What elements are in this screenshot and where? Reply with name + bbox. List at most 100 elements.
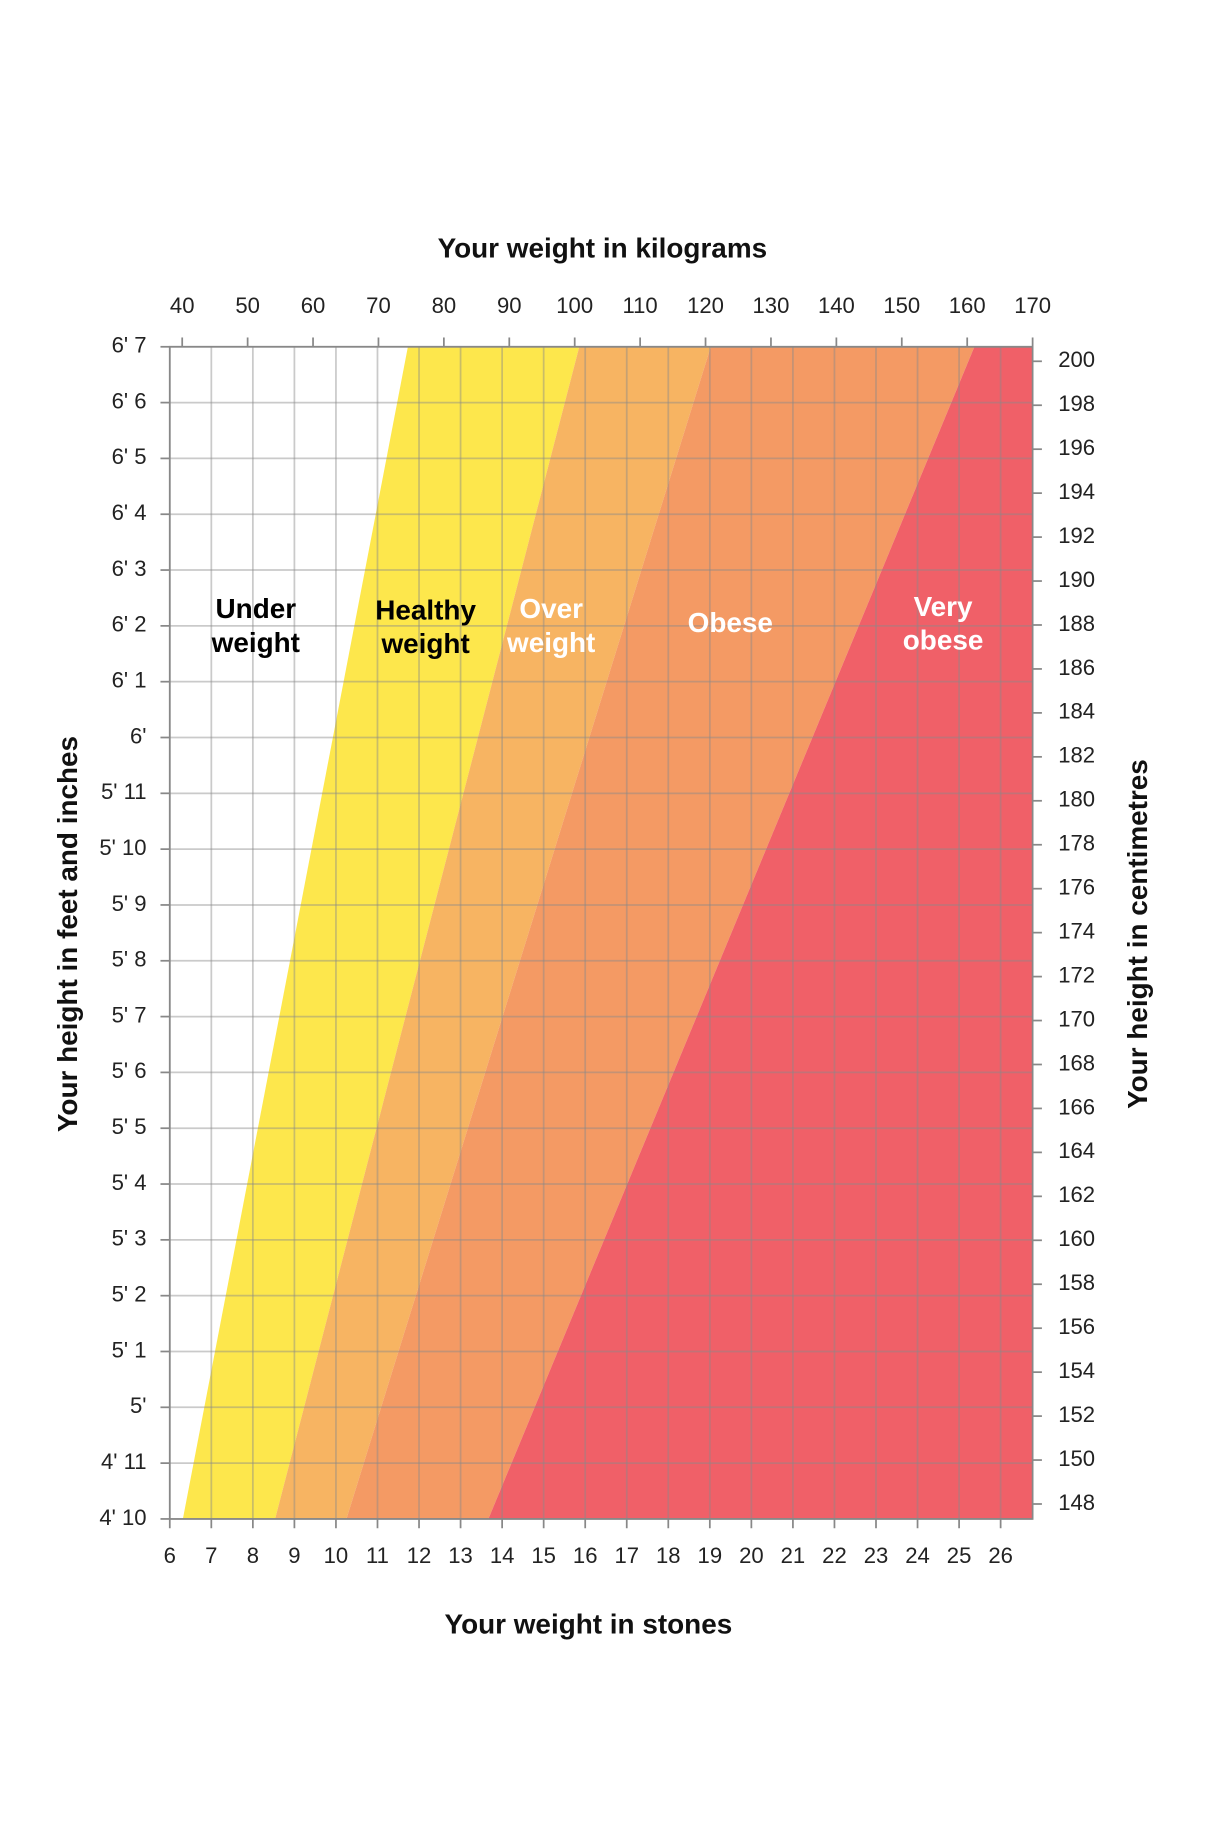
x-tick-label: 17 (614, 1543, 639, 1568)
y2-tick-label: 174 (1058, 918, 1095, 943)
y2-tick-label: 200 (1058, 347, 1095, 372)
x-tick-label: 18 (656, 1543, 681, 1568)
x2-tick-label: 130 (753, 293, 790, 318)
x-tick-label: 15 (531, 1543, 556, 1568)
zone-label: Healthy (375, 594, 476, 625)
y-tick-label: 6' 4 (112, 500, 147, 525)
y-tick-label: 4' 10 (99, 1505, 146, 1530)
y2-tick-label: 182 (1058, 743, 1095, 768)
y2-tick-label: 166 (1058, 1094, 1095, 1119)
y2-tick-label: 160 (1058, 1226, 1095, 1251)
y-tick-label: 6' 2 (112, 612, 147, 637)
x2-title: Your weight in kilograms (438, 233, 768, 264)
y2-tick-label: 164 (1058, 1138, 1095, 1163)
x-tick-label: 26 (988, 1543, 1013, 1568)
y2-tick-label: 186 (1058, 655, 1095, 680)
zone-label: Under (216, 593, 297, 624)
x-tick-label: 22 (822, 1543, 847, 1568)
zone-label: weight (380, 628, 469, 659)
y-tick-label: 6' 3 (112, 556, 147, 581)
plot-frame (168, 345, 1034, 1520)
x2-tick-label: 170 (1014, 293, 1051, 318)
x-tick-label: 12 (407, 1543, 432, 1568)
x2-tick-label: 80 (432, 293, 457, 318)
y-tick-label: 5' 2 (112, 1282, 147, 1307)
y2-tick-label: 178 (1058, 831, 1095, 856)
y2-tick-label: 190 (1058, 567, 1095, 592)
y2-tick-label: 162 (1058, 1182, 1095, 1207)
x2-tick-label: 70 (366, 293, 391, 318)
x-tick-label: 19 (698, 1543, 723, 1568)
zone-label: weight (506, 627, 595, 658)
y2-tick-label: 168 (1058, 1050, 1095, 1075)
x2-tick-label: 120 (687, 293, 724, 318)
x2-tick-label: 40 (170, 293, 195, 318)
x-tick-label: 23 (864, 1543, 889, 1568)
x-tick-label: 7 (205, 1543, 217, 1568)
x-tick-label: 11 (366, 1543, 389, 1568)
x-tick-label: 25 (947, 1543, 972, 1568)
x-tick-label: 20 (739, 1543, 764, 1568)
zone (346, 346, 975, 1519)
x-tick-label: 6 (164, 1543, 176, 1568)
y-tick-label: 6' 7 (112, 333, 147, 358)
x2-tick-label: 50 (235, 293, 260, 318)
y2-tick-label: 150 (1058, 1446, 1095, 1471)
x-tick-label: 10 (324, 1543, 349, 1568)
y2-tick-label: 180 (1058, 787, 1095, 812)
y-tick-label: 6' 6 (112, 388, 147, 413)
x-tick-label: 13 (448, 1543, 473, 1568)
y2-tick-label: 156 (1058, 1314, 1095, 1339)
y2-tick-label: 196 (1058, 435, 1095, 460)
zone-label: Very (914, 591, 973, 622)
zone-label: weight (211, 627, 300, 658)
zone (182, 346, 580, 1519)
y-tick-label: 6' 1 (112, 668, 147, 693)
zone (488, 346, 1033, 1519)
y-tick-label: 5' 11 (101, 779, 147, 804)
y2-tick-label: 176 (1058, 875, 1095, 900)
y-tick-label: 5' 6 (112, 1058, 147, 1083)
y2-title: Your height in centimetres (1122, 759, 1153, 1109)
y-tick-label: 5' 8 (112, 947, 147, 972)
y2-tick-label: 192 (1058, 523, 1095, 548)
y2-tick-label: 188 (1058, 611, 1095, 636)
y2-tick-label: 170 (1058, 1006, 1095, 1031)
y-tick-label: 6' 5 (112, 444, 147, 469)
y2-tick-label: 194 (1058, 479, 1095, 504)
zones (169, 346, 1033, 1519)
y-tick-label: 5' 1 (112, 1337, 147, 1362)
y-tick-label: 5' 4 (112, 1170, 147, 1195)
y-tick-label: 5' 5 (112, 1114, 147, 1139)
zone-label: Obese (688, 607, 773, 638)
y2-tick-label: 184 (1058, 699, 1095, 724)
y-tick-label: 5' (130, 1393, 147, 1418)
x-tick-label: 9 (288, 1543, 300, 1568)
y2-tick-label: 154 (1058, 1358, 1095, 1383)
x2-tick-label: 100 (556, 293, 593, 318)
y2-tick-label: 148 (1058, 1490, 1095, 1515)
y-title: Your height in feet and inches (52, 736, 83, 1132)
y-tick-label: 5' 10 (99, 835, 146, 860)
y2-tick-label: 172 (1058, 962, 1095, 987)
x2-tick-label: 90 (497, 293, 522, 318)
x-title: Your weight in stones (445, 1608, 733, 1639)
x-tick-label: 14 (490, 1543, 515, 1568)
x2-tick-label: 60 (301, 293, 326, 318)
x-tick-label: 16 (573, 1543, 598, 1568)
y-tick-label: 5' 7 (112, 1002, 147, 1027)
y-tick-label: 5' 3 (112, 1226, 147, 1251)
y-tick-label: 5' 9 (112, 891, 147, 916)
x2-tick-label: 150 (883, 293, 920, 318)
x-tick-label: 8 (247, 1543, 259, 1568)
x2-tick-label: 140 (818, 293, 855, 318)
x2-tick-label: 110 (623, 293, 658, 318)
y-tick-label: 6' (130, 723, 147, 748)
zone (275, 346, 711, 1519)
zone-label: Over (519, 593, 583, 624)
y2-tick-label: 152 (1058, 1402, 1095, 1427)
x2-tick-label: 160 (949, 293, 986, 318)
y2-tick-label: 198 (1058, 391, 1095, 416)
y-tick-label: 4' 11 (101, 1449, 147, 1474)
